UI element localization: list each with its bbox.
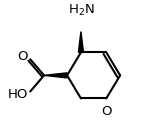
- Text: O: O: [17, 50, 28, 63]
- Polygon shape: [44, 73, 67, 78]
- Polygon shape: [78, 32, 83, 52]
- Text: O: O: [101, 105, 112, 118]
- Text: HO: HO: [8, 88, 28, 102]
- Text: H$_2$N: H$_2$N: [67, 3, 94, 18]
